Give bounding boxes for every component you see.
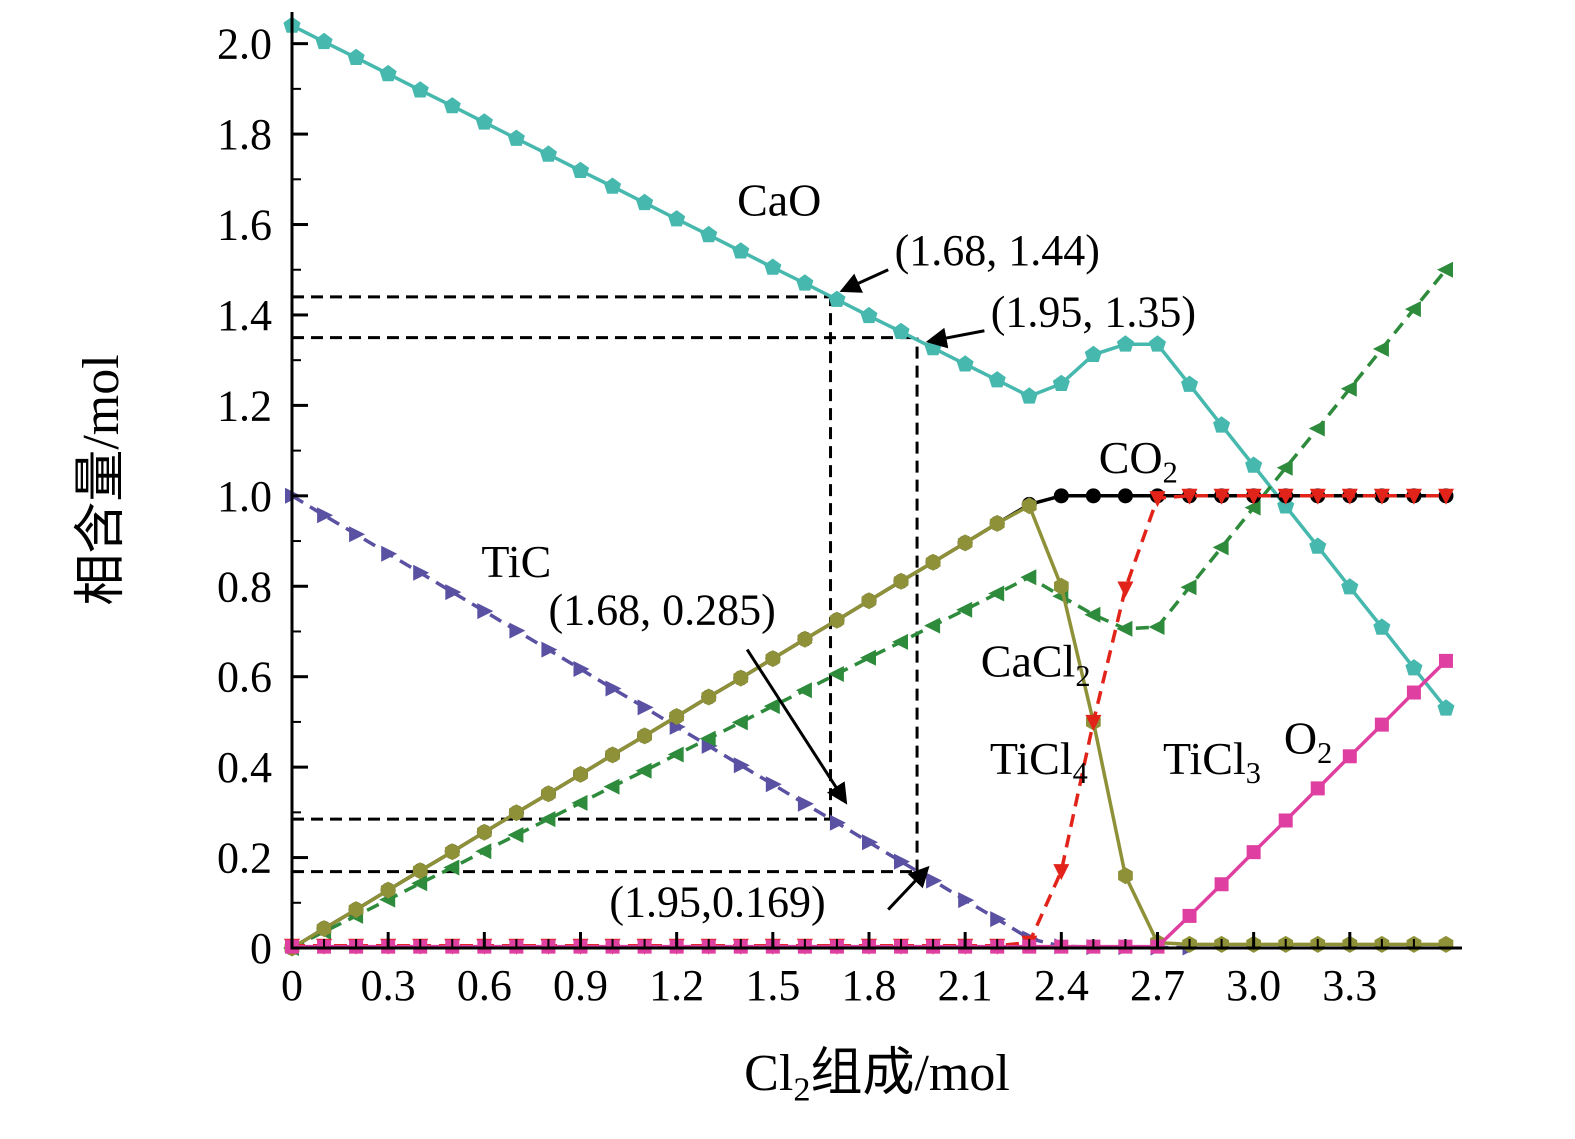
svg-text:3.3: 3.3 bbox=[1322, 961, 1377, 1010]
series-labels: CaO TiC CaCl2 CO2 TiCl3 TiCl4 O2 bbox=[481, 174, 1332, 790]
svg-text:Cl2组成/mol: Cl2组成/mol bbox=[744, 1045, 1010, 1108]
svg-text:CaCl2: CaCl2 bbox=[981, 636, 1091, 693]
svg-text:2.7: 2.7 bbox=[1130, 961, 1185, 1010]
svg-text:1.2: 1.2 bbox=[217, 381, 272, 430]
svg-text:CO2: CO2 bbox=[1099, 432, 1178, 489]
axes bbox=[290, 12, 1462, 950]
svg-text:0.4: 0.4 bbox=[217, 743, 272, 792]
svg-text:TiC: TiC bbox=[481, 536, 551, 587]
svg-text:0.8: 0.8 bbox=[217, 562, 272, 611]
axis-titles: Cl2组成/mol 相含量/mol bbox=[73, 354, 1010, 1108]
svg-text:1.5: 1.5 bbox=[745, 961, 800, 1010]
svg-text:2.0: 2.0 bbox=[217, 20, 272, 69]
series-O2 bbox=[285, 653, 1453, 954]
svg-text:TiCl3: TiCl3 bbox=[1163, 733, 1261, 790]
svg-text:1.8: 1.8 bbox=[217, 110, 272, 159]
svg-text:1.6: 1.6 bbox=[217, 201, 272, 250]
series-TiCl4 bbox=[284, 488, 1454, 955]
series-CaCl2 bbox=[283, 261, 1453, 956]
svg-text:1.2: 1.2 bbox=[649, 961, 704, 1010]
series-TiCl3 bbox=[284, 497, 1454, 957]
svg-text:(1.68, 1.44): (1.68, 1.44) bbox=[895, 226, 1100, 275]
svg-text:0: 0 bbox=[250, 924, 272, 973]
svg-text:O2: O2 bbox=[1284, 713, 1332, 770]
series-CO2 bbox=[284, 488, 1454, 956]
svg-text:(1.95, 1.35): (1.95, 1.35) bbox=[991, 287, 1196, 336]
svg-text:2.4: 2.4 bbox=[1034, 961, 1089, 1010]
svg-text:0.9: 0.9 bbox=[553, 961, 608, 1010]
svg-text:3.0: 3.0 bbox=[1226, 961, 1281, 1010]
svg-text:TiCl4: TiCl4 bbox=[990, 733, 1088, 790]
svg-text:1.8: 1.8 bbox=[841, 961, 896, 1010]
svg-text:0.6: 0.6 bbox=[457, 961, 512, 1010]
series-CaO bbox=[283, 16, 1455, 716]
svg-text:(1.68, 0.285): (1.68, 0.285) bbox=[548, 586, 775, 635]
svg-text:0.3: 0.3 bbox=[361, 961, 416, 1010]
svg-text:2.1: 2.1 bbox=[938, 961, 993, 1010]
svg-text:1.4: 1.4 bbox=[217, 291, 272, 340]
svg-text:CaO: CaO bbox=[737, 174, 821, 225]
annotations: (1.68, 1.44) (1.95, 1.35) (1.68, 0.285) (1.… bbox=[548, 226, 1196, 926]
svg-text:相含量/mol: 相含量/mol bbox=[73, 354, 130, 605]
svg-text:0.2: 0.2 bbox=[217, 834, 272, 883]
x-axis-tick-labels: 0 0.3 0.6 0.9 1.2 1.5 1.8 2.1 2.4 2.7 3.0 3.3 bbox=[281, 961, 1377, 1010]
guide-lines bbox=[292, 295, 919, 874]
svg-text:(1.95,0.169): (1.95,0.169) bbox=[609, 877, 825, 926]
svg-text:1.0: 1.0 bbox=[217, 472, 272, 521]
svg-text:0: 0 bbox=[281, 961, 303, 1010]
svg-text:0.6: 0.6 bbox=[217, 653, 272, 702]
y-axis-tick-labels: 0 0.2 0.4 0.6 0.8 1.0 1.2 1.4 1.6 1.8 2.0 bbox=[217, 20, 272, 973]
